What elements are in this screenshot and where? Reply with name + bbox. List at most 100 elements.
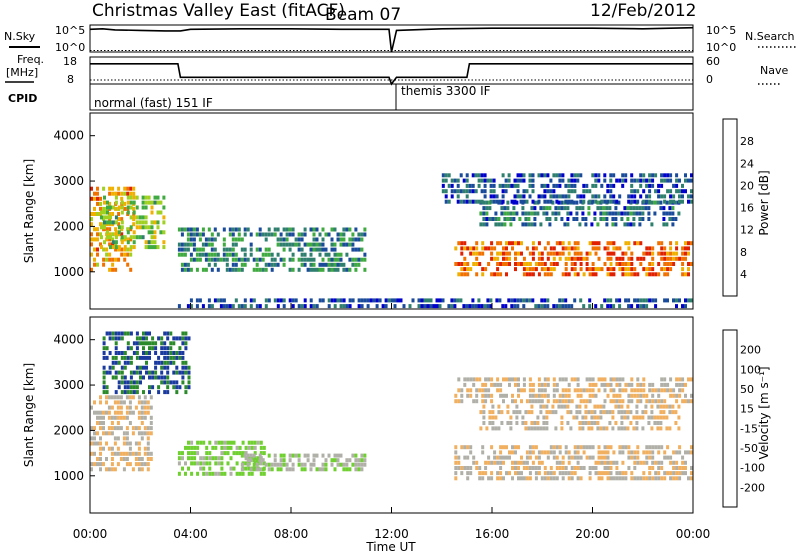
heatmap-cell	[477, 199, 481, 204]
heatmap-cell	[485, 211, 489, 216]
heatmap-cell	[645, 298, 649, 303]
heatmap-cell	[573, 445, 577, 450]
heatmap-cell	[605, 410, 609, 415]
heatmap-cell	[477, 173, 481, 178]
heatmap-cell	[187, 370, 191, 375]
heatmap-cell	[546, 256, 550, 261]
heatmap-cell	[591, 445, 595, 450]
heatmap-cell	[684, 471, 687, 476]
heatmap-cell	[468, 189, 472, 194]
heatmap-cell	[524, 426, 528, 431]
heatmap-cell	[482, 421, 486, 425]
heatmap-cell	[273, 232, 277, 237]
heatmap-cell	[123, 247, 127, 252]
heatmap-cell	[533, 217, 537, 221]
heatmap-cell	[621, 267, 625, 272]
heatmap-cell	[551, 211, 555, 216]
heatmap-cell	[533, 426, 537, 431]
heatmap-cell	[282, 298, 286, 303]
heatmap-cell	[540, 262, 544, 266]
heatmap-cell	[514, 460, 517, 465]
heatmap-cell	[146, 457, 150, 461]
heatmap-cell	[107, 431, 111, 436]
heatmap-cell	[321, 267, 325, 272]
heatmap-cell	[508, 450, 511, 455]
freq-label: Freq.	[17, 53, 44, 66]
heatmap-cell	[342, 462, 346, 467]
heatmap-cell	[249, 298, 253, 303]
heatmap-cell	[506, 200, 510, 205]
heatmap-cell	[660, 178, 664, 183]
heatmap-cell	[495, 298, 499, 303]
heatmap-cell	[627, 304, 631, 309]
heatmap-cell	[213, 257, 217, 262]
heatmap-cell	[587, 410, 591, 415]
heatmap-cell	[123, 252, 127, 257]
heatmap-cell	[552, 476, 556, 481]
heatmap-cell	[675, 382, 679, 387]
heatmap-cell	[480, 189, 484, 194]
heatmap-cell	[496, 460, 500, 465]
heatmap-cell	[514, 399, 517, 404]
heatmap-cell	[243, 257, 247, 262]
heatmap-cell	[633, 298, 637, 303]
heatmap-cell	[360, 237, 364, 242]
heatmap-cell	[546, 393, 550, 398]
heatmap-cell	[105, 385, 109, 390]
heatmap-cell	[560, 421, 564, 425]
heatmap-cell	[570, 399, 574, 404]
heatmap-cell	[309, 462, 313, 467]
heatmap-cell	[151, 375, 155, 380]
heatmap-cell	[140, 467, 144, 472]
heatmap-cell	[485, 426, 489, 431]
heatmap-cell	[657, 189, 661, 194]
heatmap-cell	[453, 304, 457, 309]
heatmap-cell	[393, 304, 397, 309]
heatmap-cell	[143, 426, 147, 431]
heatmap-cell	[105, 252, 109, 257]
heatmap-cell	[116, 400, 120, 405]
heatmap-cell	[113, 441, 117, 446]
heatmap-cell	[517, 466, 520, 470]
heatmap-cell	[465, 183, 469, 188]
heatmap-cell	[603, 460, 607, 465]
heatmap-cell	[438, 304, 442, 309]
heatmap-cell	[147, 200, 151, 205]
heatmap-cell	[612, 399, 616, 404]
heatmap-cell	[561, 178, 565, 183]
heatmap-cell	[181, 456, 184, 461]
heatmap-cell	[606, 298, 610, 303]
heatmap-cell	[93, 227, 96, 232]
heatmap-cell	[609, 445, 613, 450]
heatmap-cell	[110, 426, 114, 431]
heatmap-cell	[498, 298, 502, 303]
heatmap-cell	[208, 466, 212, 471]
heatmap-cell	[131, 431, 135, 436]
heatmap-cell	[630, 256, 634, 261]
heatmap-cell	[120, 380, 124, 385]
heatmap-cell	[564, 388, 568, 393]
heatmap-cell	[677, 211, 681, 216]
heatmap-cell	[441, 298, 445, 303]
heatmap-cell	[552, 304, 556, 309]
heatmap-cell	[183, 252, 187, 257]
heatmap-cell	[261, 257, 265, 262]
heatmap-cell	[169, 355, 173, 360]
heatmap-cell	[546, 251, 550, 256]
heatmap-cell	[111, 205, 115, 210]
heatmap-cell	[122, 431, 126, 436]
heatmap-cell	[229, 471, 233, 476]
heatmap-cell	[681, 272, 685, 277]
heatmap-cell	[494, 415, 498, 420]
heatmap-cell	[542, 211, 546, 216]
heatmap-cell	[690, 189, 693, 194]
heatmap-cell	[309, 257, 313, 262]
power-colorbar-label: Power [dB]	[757, 170, 771, 235]
heatmap-cell	[96, 186, 99, 191]
heatmap-cell	[126, 355, 130, 360]
heatmap-cell	[600, 476, 604, 481]
heatmap-cell	[162, 220, 166, 225]
heatmap-cell	[522, 377, 526, 382]
heatmap-cell	[499, 241, 503, 246]
